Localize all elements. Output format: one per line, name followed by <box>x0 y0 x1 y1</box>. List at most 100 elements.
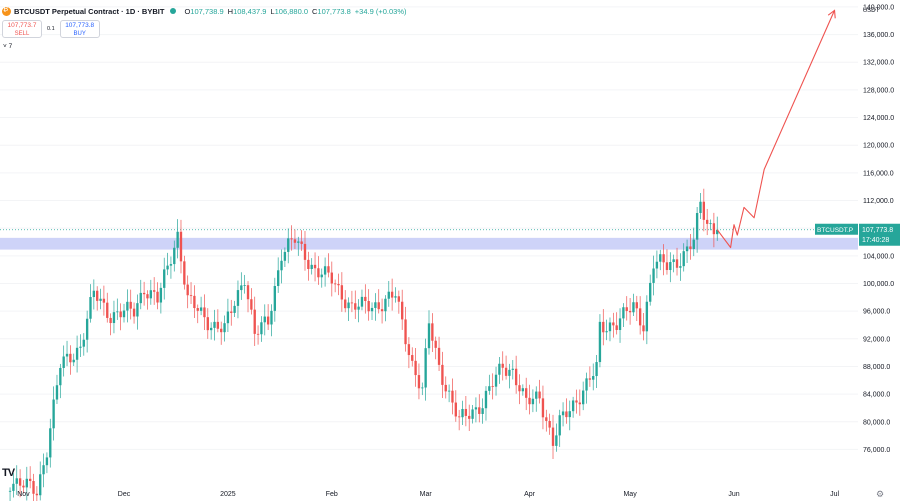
open-label: O <box>184 6 191 16</box>
candle-body <box>220 328 223 333</box>
candle <box>357 299 360 323</box>
y-tick-label: 80,000.0 <box>863 419 890 426</box>
candle-body <box>92 290 96 298</box>
candle <box>682 243 685 272</box>
candle <box>501 351 504 381</box>
candle <box>397 290 401 314</box>
candle <box>454 390 457 422</box>
candle <box>561 402 565 427</box>
candle-body <box>712 223 716 235</box>
candle <box>421 382 424 396</box>
candle <box>437 336 441 371</box>
candle-body <box>129 301 132 309</box>
candle-body <box>323 266 327 275</box>
x-axis-ticks: Nov Dec 2025 Feb Mar Apr May Jun Jul <box>17 491 839 498</box>
buy-button[interactable]: 107,773.8 BUY <box>59 20 100 38</box>
candle-body <box>209 327 213 331</box>
symbol-title[interactable]: BTCUSDT Perpetual Contract · 1D · BYBIT <box>14 6 165 16</box>
candle <box>602 309 605 346</box>
candle <box>116 298 119 320</box>
candle <box>665 249 669 275</box>
candle-body <box>240 285 243 291</box>
candle <box>578 389 581 416</box>
candle-body <box>421 387 424 389</box>
candle <box>129 289 132 320</box>
low-value: 106,880.0 <box>274 6 308 16</box>
candle <box>99 288 102 310</box>
candle <box>330 261 333 297</box>
currency-selector[interactable]: USDT <box>862 8 880 14</box>
candle-body <box>106 302 109 318</box>
candle-body <box>65 353 69 357</box>
candle-body <box>642 325 645 332</box>
candle <box>528 384 531 415</box>
candle-body <box>635 302 638 309</box>
candle-body <box>394 296 397 298</box>
candle-body <box>702 201 706 220</box>
candle-body <box>551 427 555 446</box>
candle-body <box>461 408 464 418</box>
candle <box>166 252 169 276</box>
candle-body <box>213 321 216 328</box>
candle-body <box>545 417 548 421</box>
y-tick-label: 104,000.0 <box>863 253 894 260</box>
candle-body <box>45 457 49 466</box>
candle-body <box>454 402 457 417</box>
candle <box>173 240 176 272</box>
candle-body <box>377 302 380 310</box>
candle <box>236 280 240 319</box>
candle <box>92 279 96 310</box>
candle-body <box>384 298 387 312</box>
low-label: L <box>270 6 275 16</box>
candle <box>474 397 478 423</box>
candle-body <box>518 385 521 392</box>
candle <box>69 345 72 375</box>
candle-body <box>303 243 307 260</box>
candle <box>223 315 226 342</box>
candle-body <box>28 478 32 482</box>
candle-body <box>558 415 561 436</box>
candle <box>457 409 461 431</box>
candle-body <box>431 323 434 341</box>
tradingview-logo: TV <box>2 467 15 479</box>
candle-body <box>136 303 139 317</box>
candle <box>484 386 488 421</box>
candle-body <box>414 360 417 376</box>
candle <box>699 192 702 220</box>
candle-body <box>290 238 293 240</box>
price-tag-price: 107,773.8 <box>862 227 893 234</box>
candle-body <box>494 374 498 387</box>
candle-body <box>96 290 99 301</box>
gear-icon[interactable]: ⚙ <box>876 489 885 499</box>
candle-body <box>236 290 240 306</box>
candle-body <box>250 299 253 310</box>
candle-body <box>618 318 622 330</box>
y-tick-label: 140,000.0 <box>863 4 894 11</box>
candle <box>142 281 146 306</box>
candle-body <box>498 363 501 375</box>
y-tick-label: 128,000.0 <box>863 87 894 94</box>
y-tick-label: 120,000.0 <box>863 143 894 150</box>
candle-body <box>122 310 126 318</box>
candle-body <box>12 483 15 491</box>
candle-body <box>407 344 411 356</box>
candle-body <box>277 270 280 286</box>
candle <box>209 322 213 340</box>
candle <box>32 473 35 501</box>
candle-body <box>310 264 313 269</box>
candle <box>545 409 548 432</box>
candle <box>163 257 166 300</box>
y-tick-label: 136,000.0 <box>863 32 894 39</box>
candle-body <box>226 311 230 324</box>
candle-body <box>99 298 102 301</box>
indicators-toggle[interactable]: ˅ 7 <box>3 43 13 50</box>
candle <box>263 304 266 336</box>
candle-body <box>397 296 401 302</box>
symbol-header[interactable]: BTCUSDT Perpetual Contract · 1D · BYBIT … <box>2 4 407 18</box>
bitcoin-icon <box>2 6 11 16</box>
candle <box>226 298 230 333</box>
candle-body <box>119 311 122 318</box>
price-axis[interactable] <box>858 0 900 501</box>
sell-button[interactable]: 107,773.7 SELL <box>2 20 42 38</box>
